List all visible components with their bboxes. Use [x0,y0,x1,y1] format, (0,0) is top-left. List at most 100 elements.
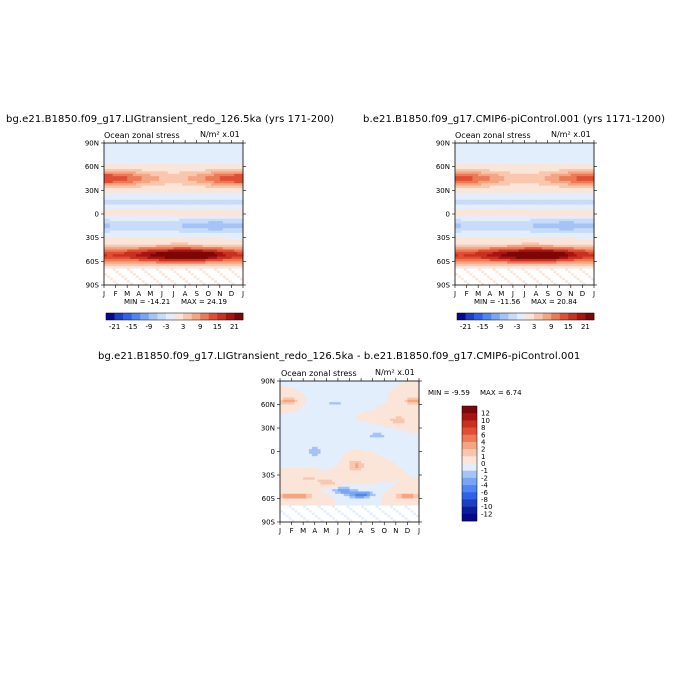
heat-cell [553,173,557,177]
heat-cell [550,206,554,210]
heat-cell [161,232,166,236]
heat-cell [483,159,488,163]
heat-cell [205,157,209,160]
heat-cell [460,221,465,224]
heat-cell [536,157,540,160]
heat-cell [492,218,496,222]
heat-cell [106,152,111,156]
heat-cell [504,173,508,177]
heat-cell [527,187,531,191]
heat-cell [573,223,578,227]
heat-cell [512,152,517,156]
heat-cell [170,178,174,182]
heat-cell [144,206,148,210]
heat-cell [573,159,578,163]
heat-cell [515,218,520,222]
heat-cell [521,218,525,222]
heat-cell [225,178,229,182]
heat-cell [556,199,560,203]
heat-cell [109,270,114,274]
heat-cell [190,216,195,220]
heat-cell [190,147,195,151]
heat-cell [507,190,511,194]
heat-cell [567,214,572,217]
heat-cell [167,202,172,205]
heat-cell [173,147,177,151]
heat-cell [141,223,145,227]
heat-cell [106,161,111,165]
heat-cell [562,166,566,170]
heat-cell [478,164,482,168]
heat-cell [240,150,244,153]
heat-cell [132,164,137,168]
heat-cell [106,256,111,260]
heat-cell [495,232,499,236]
heat-cell [167,159,172,163]
heat-cell [524,187,528,191]
heat-cell [176,195,180,198]
heat-cell [161,268,166,272]
heat-cell [231,230,235,234]
heat-cell [135,192,140,196]
heat-cell [208,183,212,186]
heat-cell [228,247,232,250]
heat-cell [167,232,172,236]
heat-cell [208,154,212,158]
heat-cell [127,256,131,260]
heat-cell [179,221,183,224]
heat-cell [185,206,189,210]
heat-cell [130,240,134,243]
heat-cell [495,235,499,239]
heat-cell [185,178,189,182]
heat-cell [161,204,166,208]
heat-cell [164,256,169,260]
heat-cell [547,145,551,149]
heat-cell [127,178,131,182]
heat-cell [214,143,218,146]
heat-cell [240,204,244,208]
heat-cell [567,206,572,210]
heat-cell [196,218,200,222]
heat-cell [222,261,227,265]
heat-cell [225,261,229,265]
heat-cell [222,206,227,210]
heat-cell [489,176,494,179]
heat-cell [118,280,122,284]
heat-cell [588,204,592,208]
heat-cell [156,256,160,260]
heat-cell [237,282,241,286]
heat-cell [460,154,465,158]
heat-cell [483,145,488,149]
heat-cell [141,150,145,153]
heat-cell [147,230,151,234]
heat-cell [455,240,459,243]
heat-cell [472,166,476,170]
heat-cell [193,270,198,274]
heat-cell [533,161,537,165]
heat-cell [130,263,134,267]
heat-cell [144,209,148,213]
heat-cell [159,157,163,160]
heat-cell [222,277,227,281]
heat-cell [240,180,244,184]
heat-cell [104,244,108,248]
heat-cell [161,202,166,205]
heat-cell [536,154,540,158]
heat-cell [556,187,560,191]
heat-cell [124,223,128,227]
heat-cell [173,228,177,231]
heat-cell [141,280,145,284]
heat-cell [147,166,151,170]
heat-cell [472,145,476,149]
heat-cell [121,185,125,189]
heat-cell [483,176,488,179]
heat-cell [167,251,172,255]
heat-cell [156,190,160,194]
heat-cell [570,197,575,201]
heat-cell [567,169,572,172]
heat-cell [565,197,569,201]
heat-cell [240,232,244,236]
heat-cell [222,143,227,146]
heat-cell [510,173,514,177]
heat-cell [225,147,229,151]
